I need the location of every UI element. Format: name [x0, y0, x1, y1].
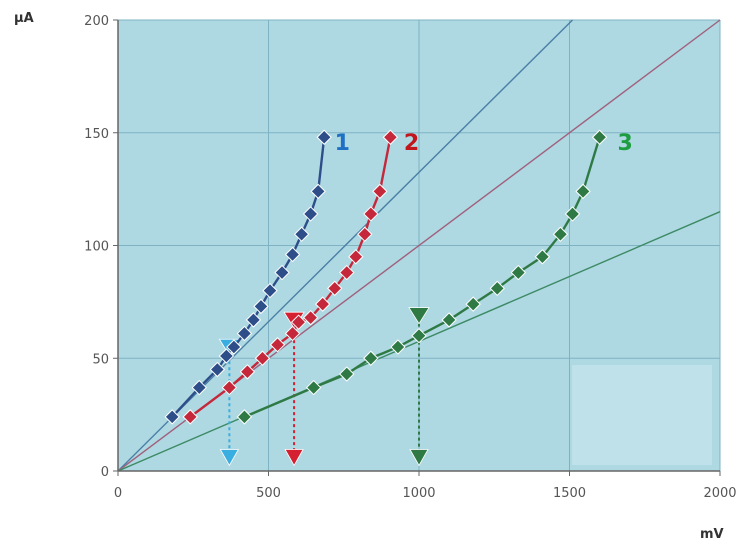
data-point [284, 246, 301, 263]
data-point [226, 339, 242, 355]
data-point [534, 249, 551, 265]
data-point [253, 298, 269, 315]
series-line [189, 137, 392, 418]
marker-triangle-bottom [219, 449, 240, 467]
data-point [293, 226, 310, 242]
data-point [218, 348, 235, 364]
y-tick-label: 0 [101, 465, 109, 480]
data-point [290, 314, 307, 330]
x-tick-label: 1500 [553, 486, 586, 501]
data-point [363, 350, 379, 366]
data-point [239, 364, 256, 380]
data-point [363, 206, 379, 222]
data-point [339, 366, 355, 382]
data-point [302, 206, 319, 222]
data-point [191, 379, 207, 396]
x-tick-label: 500 [256, 486, 281, 501]
data-point [302, 309, 319, 326]
data-point [305, 379, 322, 396]
data-point [372, 183, 388, 200]
data-point [575, 183, 591, 200]
x-axis-label: mV [700, 527, 724, 542]
marker-triangle-top [408, 307, 430, 325]
marker-triangle-bottom [284, 449, 304, 467]
series-label: 3 [618, 131, 633, 156]
data-point [552, 226, 569, 242]
data-point [274, 264, 290, 281]
data-point [164, 409, 180, 425]
data-point [489, 280, 505, 297]
data-point [441, 312, 457, 328]
data-point [357, 226, 373, 242]
y-tick-label: 200 [84, 14, 109, 29]
data-point [262, 282, 278, 299]
data-point [316, 129, 332, 145]
data-point [284, 325, 301, 342]
reference-line [117, 19, 574, 472]
series-label: 2 [404, 131, 419, 156]
data-point [236, 409, 253, 425]
data-point [382, 129, 399, 145]
data-point [411, 327, 427, 344]
data-point [327, 280, 343, 297]
x-tick-label: 1000 [402, 486, 435, 501]
data-point [310, 183, 326, 200]
labels: 1 2 3 [335, 131, 633, 156]
data-point [245, 312, 262, 328]
series-group [164, 129, 608, 425]
data-point [254, 350, 271, 366]
x-tick-label: 0 [114, 486, 122, 501]
series-label: 1 [335, 131, 350, 156]
y-axis-label: μA [14, 11, 34, 26]
data-point [591, 129, 608, 145]
data-point [564, 206, 581, 222]
marker-triangle-bottom [409, 449, 429, 467]
data-point [339, 264, 355, 281]
y-tick-label: 100 [84, 240, 109, 255]
data-point [236, 325, 253, 342]
data-point [390, 339, 406, 355]
data-point [510, 264, 527, 281]
y-tick-label: 50 [92, 352, 109, 367]
y-tick-label: 150 [84, 127, 109, 142]
data-point [269, 337, 286, 353]
x-tick-label: 2000 [703, 486, 736, 501]
data-point [209, 361, 226, 378]
data-point [182, 409, 198, 425]
inset-panel [572, 365, 712, 465]
data-point [221, 379, 238, 396]
data-point [314, 296, 331, 312]
data-point [348, 249, 364, 265]
data-point [465, 296, 481, 312]
axes: 0 500 1000 1500 2000 0 50 100 150 200 [84, 14, 736, 501]
